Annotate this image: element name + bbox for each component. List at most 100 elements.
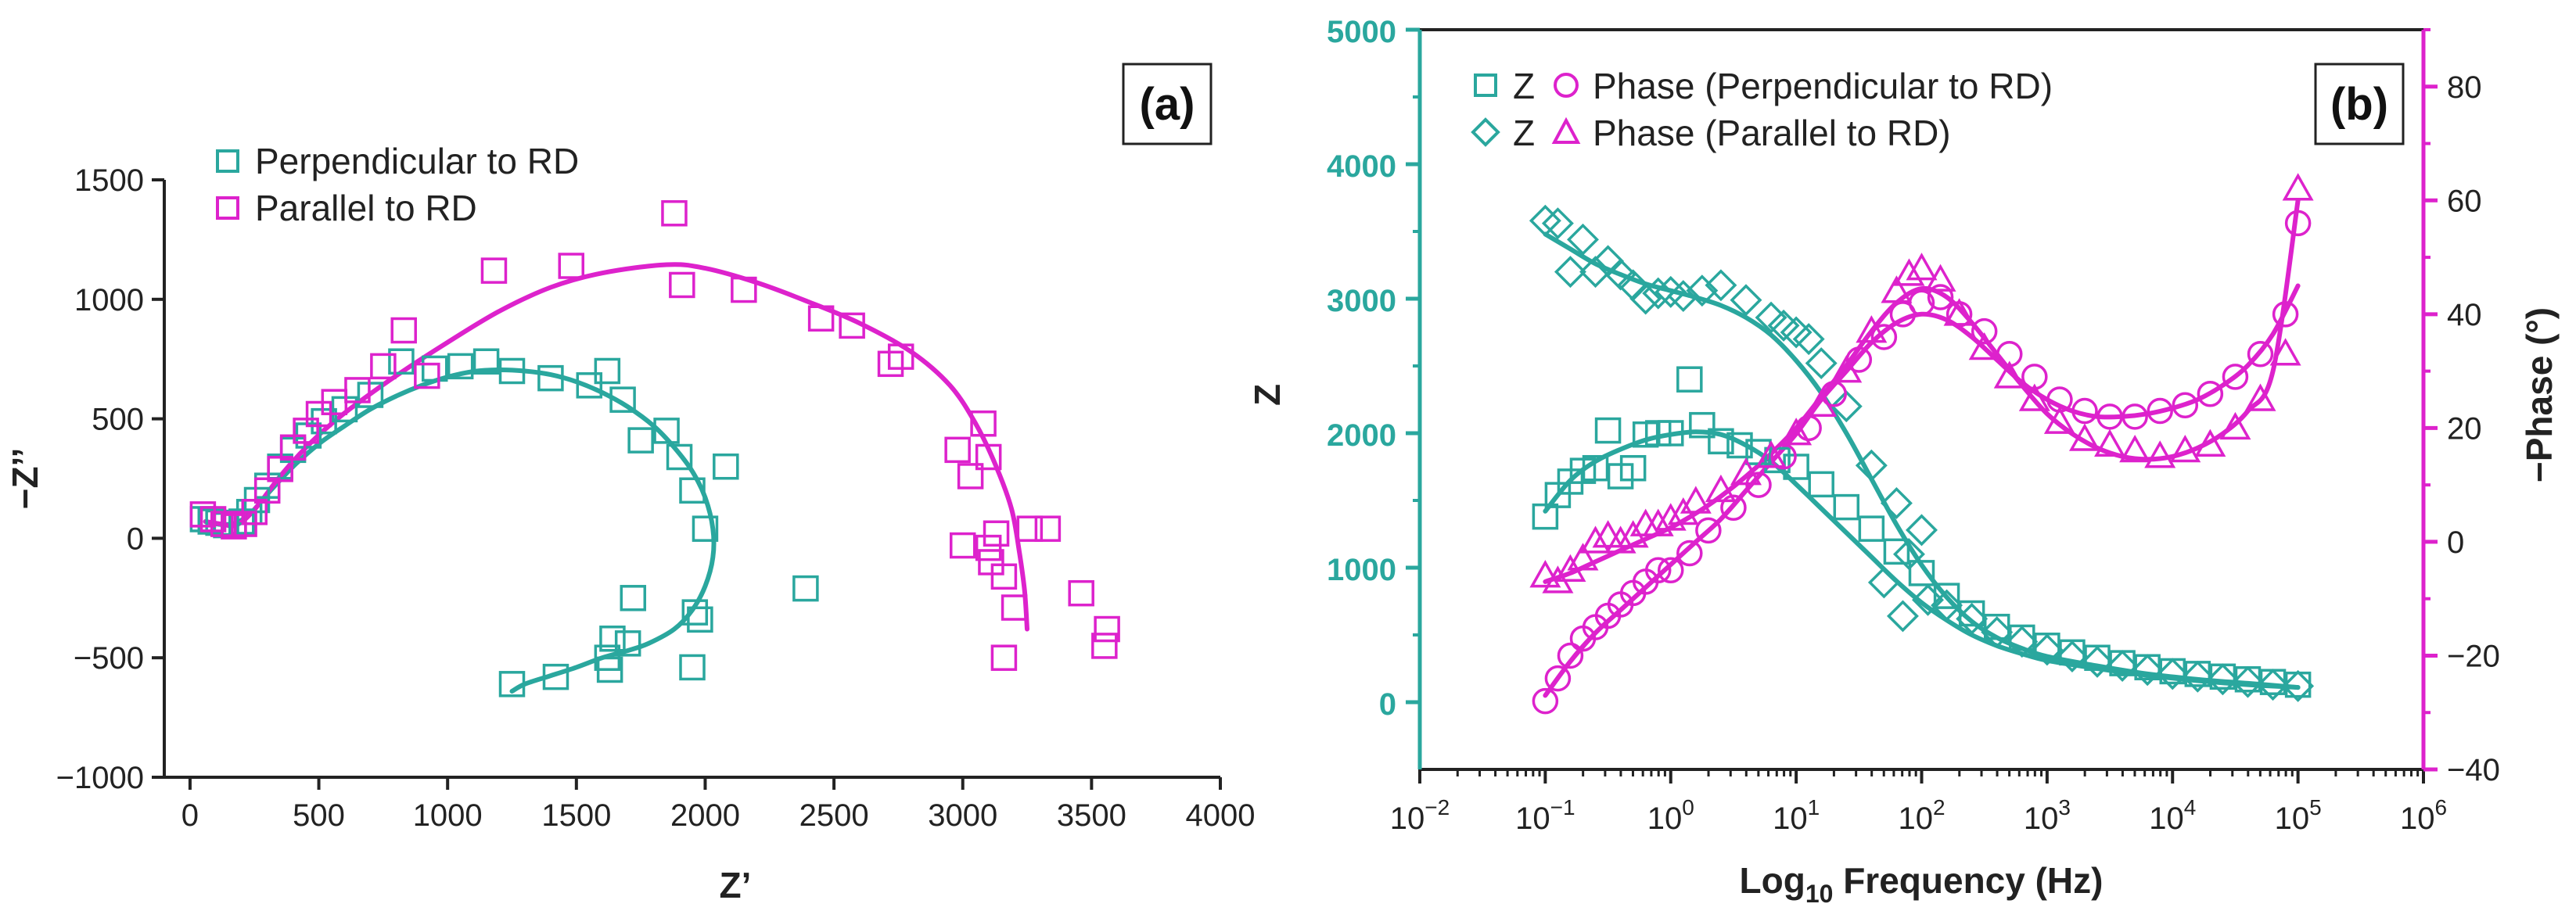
panel-b-point-series-1 bbox=[2181, 660, 2214, 693]
panel-b-point-series-3 bbox=[2018, 383, 2050, 411]
panel-b-point-series-3 bbox=[1924, 264, 1956, 292]
panel-b-x-axis-label: Log10 Frequency (Hz) bbox=[1740, 860, 2104, 908]
panel-a-point-series-1 bbox=[558, 253, 584, 279]
panel-b-point-series-1 bbox=[1886, 600, 1919, 633]
legend-phase-triangle-marker bbox=[1551, 117, 1581, 144]
panel-b-y2-tick-label: 0 bbox=[2447, 525, 2464, 560]
panel-b-point-series-1 bbox=[1912, 583, 1944, 616]
panel-b-y2-tick-label: 20 bbox=[2447, 411, 2482, 446]
panel-b-point-series-2 bbox=[1927, 284, 1954, 310]
panel-a-point-series-1 bbox=[1094, 615, 1120, 643]
panel-a-point-series-1 bbox=[970, 410, 997, 437]
panel-b-point-series-3 bbox=[1856, 315, 1888, 343]
panel-a-x-tick-label: 2000 bbox=[670, 798, 740, 833]
panel-b-point-series-2 bbox=[1870, 324, 1898, 350]
panel-b-point-series-3 bbox=[1906, 253, 1938, 281]
panel-b-point-series-2 bbox=[1676, 540, 1703, 567]
panel-a-y-tick-label: 0 bbox=[127, 522, 144, 556]
panel-a-legend: Perpendicular to RD Parallel to RD bbox=[216, 141, 579, 228]
panel-b-point-series-2 bbox=[1720, 494, 1747, 522]
panel-a-x-tick-label: 500 bbox=[293, 798, 345, 833]
panel-b-x-tick-label: 104 bbox=[2149, 795, 2196, 836]
panel-b-point-series-1 bbox=[2056, 640, 2089, 672]
panel-a-point-series-1 bbox=[189, 501, 217, 528]
panel-b-y-tick-label: 1000 bbox=[1327, 553, 1396, 587]
panel-a-label: (a) bbox=[1140, 79, 1195, 130]
panel-b-y-tick-label: 3000 bbox=[1327, 284, 1396, 318]
panel-b-y2-tick-label: 60 bbox=[2447, 184, 2482, 218]
panel-a-point-series-1 bbox=[990, 644, 1018, 671]
panel-b-point-series-0 bbox=[1582, 454, 1609, 482]
panel-b-point-series-1 bbox=[2282, 669, 2315, 702]
panel-b-point-series-2 bbox=[1532, 687, 1559, 715]
panel-a-point-series-0 bbox=[666, 443, 693, 471]
panel-b-point-series-1 bbox=[2031, 633, 2064, 666]
panel-a-chart: 0 500 1000 1500 2000 2500 3000 3500 4000 −1000 −5… bbox=[5, 63, 1255, 905]
panel-b-point-series-2 bbox=[1658, 557, 1684, 584]
panel-a-y-tick-label: −1000 bbox=[56, 761, 144, 795]
panel-b-point-series-2 bbox=[1695, 517, 1722, 544]
panel-b-point-series-0 bbox=[1619, 454, 1647, 482]
panel-a-point-series-0 bbox=[472, 348, 500, 375]
panel-b-point-series-1 bbox=[2131, 654, 2164, 687]
panel-b-point-series-0 bbox=[1808, 471, 1834, 498]
panel-a-point-series-1 bbox=[944, 436, 971, 464]
panel-b-point-series-3 bbox=[2068, 423, 2100, 451]
panel-a-point-series-0 bbox=[498, 357, 526, 385]
panel-b-point-series-3 bbox=[1680, 486, 1712, 514]
panel-b-point-series-1 bbox=[1830, 390, 1863, 423]
panel-a-x-tick-label: 0 bbox=[181, 798, 199, 833]
panel-b-point-series-3 bbox=[2244, 383, 2276, 411]
panel-b-chart: 10−2 10−1 100 101 102 103 104 105 106 0 1000 2000 3… bbox=[1247, 15, 2560, 908]
panel-b-label: (b) bbox=[2330, 79, 2388, 130]
panel-a-x-tick-label: 3000 bbox=[928, 798, 997, 833]
panel-b-point-series-1 bbox=[2232, 665, 2264, 698]
panel-b-point-series-3 bbox=[2144, 440, 2176, 468]
panel-b-point-series-2 bbox=[2272, 301, 2299, 328]
panel-b-point-series-2 bbox=[1644, 557, 1672, 584]
panel-b-point-series-3 bbox=[1968, 332, 2000, 360]
panel-b-point-series-0 bbox=[1658, 420, 1684, 446]
panel-a-point-series-0 bbox=[537, 364, 564, 392]
panel-b-point-series-2 bbox=[2197, 380, 2224, 407]
panel-b-point-series-3 bbox=[2194, 429, 2226, 457]
panel-a-point-series-1 bbox=[344, 377, 371, 403]
panel-b-point-series-1 bbox=[1629, 282, 1662, 315]
panel-b-point-series-2 bbox=[1971, 317, 1998, 345]
panel-a-point-series-1 bbox=[975, 534, 1002, 561]
panel-a-y-tick-label: 1500 bbox=[74, 163, 144, 198]
panel-b-x-tick-label: 101 bbox=[1773, 795, 1820, 836]
panel-a-point-series-0 bbox=[681, 599, 709, 626]
panel-b-point-series-1 bbox=[1579, 256, 1611, 289]
panel-b-point-series-1 bbox=[1567, 223, 1599, 256]
panel-b-point-series-0 bbox=[1689, 411, 1716, 439]
panel-b-point-series-0 bbox=[1933, 583, 1960, 609]
panel-a-y-tick-label: 1000 bbox=[74, 283, 144, 317]
panel-b-x-tick-label: 10−1 bbox=[1515, 795, 1575, 836]
panel-b-point-series-3 bbox=[2043, 406, 2075, 434]
panel-b-point-series-1 bbox=[1906, 514, 1938, 547]
panel-a-point-series-1 bbox=[975, 443, 1002, 471]
panel-b-point-series-3 bbox=[1893, 258, 1925, 286]
panel-b-point-series-1 bbox=[1931, 589, 1963, 622]
panel-a-point-series-1 bbox=[839, 312, 865, 339]
panel-b-point-series-2 bbox=[2147, 397, 2173, 425]
panel-b-point-series-3 bbox=[1705, 474, 1737, 503]
panel-a-point-series-0 bbox=[627, 427, 654, 454]
panel-a-point-series-1 bbox=[949, 532, 976, 559]
panel-a-y-tick-label: 500 bbox=[92, 403, 144, 437]
panel-a-point-series-0 bbox=[687, 606, 713, 633]
panel-b-point-series-3 bbox=[1780, 418, 1813, 446]
panel-a-point-series-1 bbox=[990, 563, 1018, 590]
panel-a-point-series-0 bbox=[421, 355, 448, 382]
panel-b-point-series-0 bbox=[1858, 515, 1885, 542]
panel-a-point-series-0 bbox=[679, 654, 706, 681]
panel-b-point-series-3 bbox=[1730, 457, 1762, 486]
panel-a-point-series-1 bbox=[877, 350, 904, 378]
panel-a-point-series-1 bbox=[1001, 594, 1028, 621]
panel-a-point-series-0 bbox=[596, 656, 623, 683]
panel-a-point-series-0 bbox=[542, 663, 569, 690]
panel-b-point-series-2 bbox=[1544, 665, 1572, 692]
panel-a-point-series-1 bbox=[199, 506, 227, 533]
panel-a-point-series-1 bbox=[1034, 515, 1062, 542]
